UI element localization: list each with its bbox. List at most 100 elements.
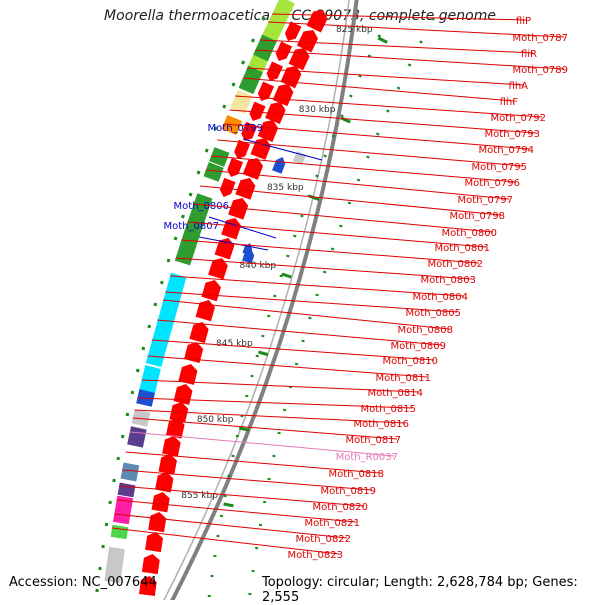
gene-label: flhA	[509, 81, 529, 92]
gc-dot	[294, 235, 295, 237]
gene-label: Moth_0795	[472, 162, 527, 173]
gene-arrow-forward	[273, 84, 294, 106]
gene-label: Moth_0793	[485, 129, 540, 140]
gc-dot	[288, 255, 289, 257]
gc-dot	[247, 395, 248, 397]
gc-dot	[175, 237, 176, 240]
gc-dot	[143, 347, 144, 350]
scale-tick	[282, 274, 292, 277]
gc-dot	[398, 87, 399, 89]
gc-dot	[252, 39, 253, 42]
gene-label: Moth_0798	[450, 211, 505, 222]
scale-tick	[258, 352, 268, 355]
gc-dot	[190, 193, 191, 196]
topology-text: Topology: circular; Length: 2,628,784 bp…	[262, 575, 600, 605]
gene-arrow-forward	[189, 322, 208, 343]
gene-label: Moth_0811	[376, 373, 431, 384]
gene-arrow-forward	[162, 436, 181, 457]
gene-label: Moth_0820	[313, 502, 368, 513]
gc-dot	[377, 133, 378, 135]
gc-dot	[421, 41, 422, 43]
gc-dot	[127, 413, 128, 416]
gc-dot	[198, 171, 199, 174]
gc-dot	[168, 259, 169, 262]
gene-label: Moth_0805	[406, 308, 461, 319]
cog-colored-gene	[127, 426, 146, 447]
gene-arrow-forward	[148, 512, 166, 532]
gc-dot	[342, 115, 343, 117]
gc-dot	[268, 315, 269, 317]
gc-dot	[349, 202, 350, 204]
gene-label: Moth_0803	[421, 275, 476, 286]
gc-dot	[303, 340, 304, 342]
gene-label: Moth_0823	[288, 550, 343, 561]
gc-dot	[106, 523, 107, 526]
gene-label: Moth_0822	[296, 534, 351, 545]
cog-colored-gene	[111, 525, 129, 539]
gc-dot	[409, 64, 410, 66]
scale-tick-label: 845 kbp	[216, 339, 253, 349]
scale-tick-label: 835 kbp	[267, 183, 304, 193]
gene-label: Moth_0808	[398, 325, 453, 336]
gene-arrow-forward	[158, 454, 176, 475]
gc-dot	[302, 215, 303, 217]
gene-label: Moth_0789	[513, 65, 568, 76]
gc-dot	[132, 391, 133, 394]
gc-dot	[274, 455, 275, 457]
gene-arrow-forward	[235, 178, 255, 200]
gene-arrow-forward	[227, 158, 243, 177]
gene-arrow-forward	[145, 532, 163, 552]
gene-arrow-forward	[267, 62, 283, 81]
gc-dot	[257, 355, 258, 357]
gene-label: Moth_R0037	[336, 452, 398, 463]
gene-arrow-forward	[215, 238, 235, 259]
gc-dot	[137, 369, 138, 372]
gc-dot	[252, 375, 253, 377]
gc-dot	[325, 155, 326, 157]
gene-arrow-forward	[152, 492, 170, 512]
gc-dot	[233, 455, 234, 457]
gene-arrow-forward	[220, 178, 236, 197]
gc-dot	[263, 335, 264, 337]
gc-dot	[224, 105, 225, 108]
gc-dot	[110, 501, 111, 504]
gc-dot	[341, 225, 342, 227]
gc-dot	[296, 363, 297, 365]
gene-label: Moth_0797	[458, 195, 513, 206]
gene-label: Moth_0800	[442, 228, 497, 239]
gene-label: Moth_0818	[329, 469, 384, 480]
gene-arrow-forward	[142, 554, 160, 574]
gc-dot	[333, 135, 334, 137]
gc-dot	[358, 179, 359, 181]
gene-arrow-forward	[201, 280, 221, 301]
gc-dot	[233, 83, 234, 86]
gc-dot	[206, 149, 207, 152]
gc-dot	[161, 281, 162, 284]
gene-label: Moth_0794	[479, 145, 534, 156]
gc-dot	[317, 294, 318, 296]
gc-dot	[114, 479, 115, 482]
gc-dot	[118, 457, 119, 460]
gc-dot	[350, 95, 351, 97]
accession-text: Accession: NC_007644	[9, 575, 157, 590]
gene-label: Moth_0815	[361, 404, 416, 415]
gc-dot	[155, 303, 156, 306]
gene-arrow-forward	[174, 384, 193, 405]
gene-label: Moth_0804	[413, 292, 468, 303]
gc-dot	[275, 295, 276, 297]
gene-arrow-forward	[306, 10, 327, 32]
gc-dot	[368, 156, 369, 158]
gc-dot	[149, 325, 150, 328]
scale-tick	[224, 504, 234, 506]
scale-tick-label: 830 kbp	[299, 105, 336, 115]
gene-label: Moth_0802	[428, 259, 483, 270]
gene-label: flhF	[500, 97, 519, 108]
gene-label: fliR	[521, 49, 537, 60]
cog-colored-gene	[118, 483, 136, 498]
cog-colored-gene	[121, 462, 140, 481]
gene-arrow-reverse	[272, 157, 285, 174]
gene-label: Moth_0814	[368, 388, 423, 399]
gc-dot	[122, 435, 123, 438]
gene-label: Moth_0796	[465, 178, 520, 189]
